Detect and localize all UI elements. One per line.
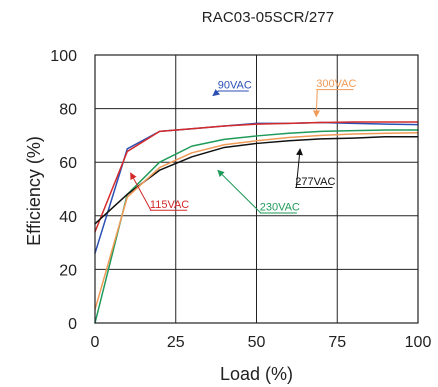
y-tick-label: 20 [59,262,77,279]
annotation-label: 230VAC [260,201,300,213]
x-tick-label: 0 [91,334,100,351]
annotation-label: 115VAC [150,199,189,211]
x-tick-label: 25 [167,334,185,351]
x-tick-label: 100 [405,334,432,351]
annotation-arrow [212,89,220,97]
plot-frame [94,54,419,324]
annotation-arrow [217,169,262,214]
annotation-label: 90VAC [218,80,252,92]
annotation-arrow [312,89,320,118]
annotation-90vac: 90VAC [212,80,252,97]
chart-title: RAC03-05SCR/277 [202,9,334,26]
y-tick-label: 60 [59,155,77,172]
axis-ticks: 0 25 50 75 100 0 20 40 60 80 100 [50,48,431,351]
y-tick-label: 40 [59,209,77,226]
annotation-arrow [295,148,303,188]
y-tick-label: 80 [59,102,77,119]
annotation-label: 277VAC [295,176,335,188]
annotation-300vac: 300VAC [312,78,356,118]
annotation-arrow [130,172,152,211]
annotation-277vac: 277VAC [295,148,335,188]
series-line-90vac [94,121,419,255]
annotation-115vac: 115VAC [130,172,189,211]
y-tick-label: 0 [68,316,77,333]
series-annotations: 90VAC 300VAC 115VAC 230VAC 277VAC [130,78,356,214]
x-tick-label: 75 [328,334,346,351]
series-lines [94,121,419,324]
x-tick-label: 50 [248,334,266,351]
series-line-115vac [94,121,419,233]
annotation-label: 300VAC [316,78,356,90]
series-line-300vac [94,131,419,311]
y-tick-label: 100 [50,48,77,65]
y-axis-label: Efficiency (%) [24,136,44,246]
grid-lines [95,55,418,323]
annotation-230vac: 230VAC [217,169,300,214]
series-line-230vac [94,129,419,324]
x-axis-label: Load (%) [220,364,293,384]
